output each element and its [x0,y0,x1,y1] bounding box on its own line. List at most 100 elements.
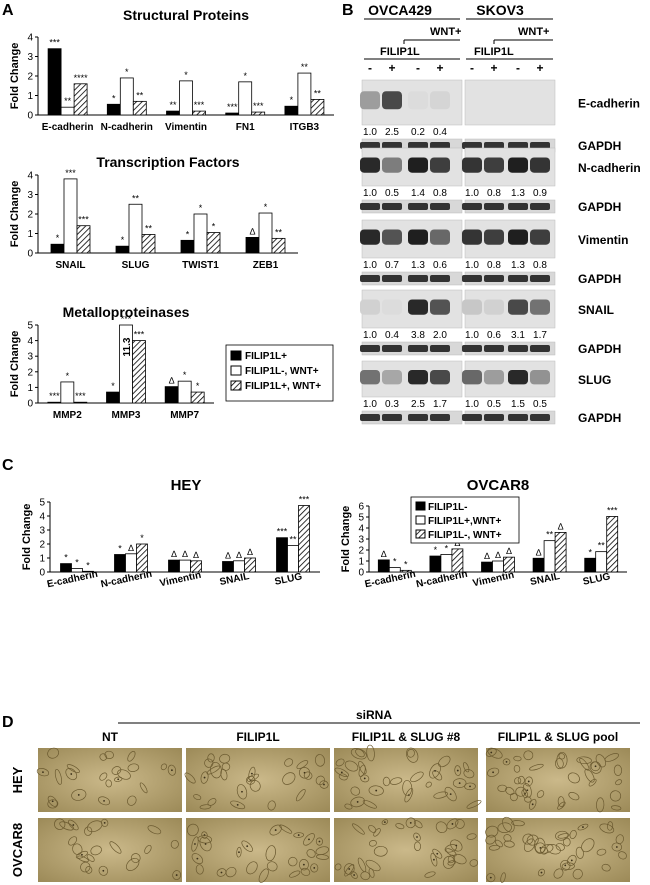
y-tick-label: 3 [27,352,33,363]
bar [73,401,88,404]
significance-mark: * [140,533,144,543]
legend-panel-a: FILIP1L+ FILIP1L-, WNT+ FILIP1L+, WNT+ [225,344,334,402]
cell-outline [615,779,623,786]
sirna-condition-label: NT [102,730,119,744]
significance-mark: **** [74,73,89,83]
cell-outline [405,817,416,829]
cell-nucleus [353,874,356,876]
loading-control-label: GAPDH [578,200,621,214]
cell-nucleus [246,845,249,848]
cell-outline [47,747,59,759]
cell-nucleus [570,859,573,862]
significance-mark: * [588,547,592,557]
significance-mark: * [404,559,408,569]
protein-band [484,157,504,173]
x-tick-label: FN1 [236,122,255,133]
gapdh-band [484,203,504,210]
cell-outline [315,775,325,786]
x-tick-label: SLUG [582,571,612,588]
cell-outline [204,758,214,768]
protein-band [360,370,380,385]
y-tick-label: 4 [27,336,33,347]
cell-outline [406,747,419,763]
cell-outline [236,846,242,858]
cell-outline [127,763,140,772]
gapdh-band [530,414,550,421]
cell-outline [447,860,456,866]
cell-outline [65,768,78,781]
cell-outline [315,846,330,855]
cell-outline [502,816,515,833]
cell-outline [445,848,457,857]
bar [106,103,121,116]
protein-band [530,229,550,245]
significance-mark: * [121,235,125,245]
significance-mark: ∆ [128,543,134,553]
cell-nucleus [220,871,223,874]
cell-outline [360,871,371,881]
cell-outline [279,824,293,834]
cell-nucleus [313,867,316,869]
cell-outline [464,782,476,791]
lane-sign: - [470,61,474,75]
protein-band [382,370,402,385]
cell-outline [344,803,353,810]
cell-outline [319,780,329,789]
cell-nucleus [436,852,439,855]
cell-line-row-label: OVCAR8 [10,823,25,877]
cell-nucleus [433,858,435,861]
x-tick-label: TWIST1 [182,260,219,271]
cell-outline [248,766,256,781]
cell-nucleus [505,760,508,763]
bar [440,554,453,573]
bar [284,105,299,116]
cell-nucleus [416,836,418,838]
y-tick-label: 0 [358,568,364,579]
cell-outline [306,849,316,858]
protein-band [462,157,482,173]
band-quantification: 0.8 [433,188,447,199]
significance-mark: *** [49,391,60,401]
cell-outline [611,842,623,852]
cell-nucleus [238,851,240,854]
y-axis-label: Fold Change [340,506,352,573]
lane-sign: + [536,61,543,75]
cell-outline [200,771,209,784]
protein-band [408,229,428,245]
gapdh-band [382,203,402,210]
cell-outline [515,786,527,797]
bar [595,551,608,573]
cell-nucleus [527,780,530,783]
significance-mark: *** [299,495,310,505]
bar [60,381,75,404]
protein-band [430,91,450,110]
cell-outline [463,762,470,773]
significance-mark: * [125,67,129,77]
bar [532,557,545,573]
micrograph-panel: siRNA NT FILIP1L FILIP1L & SLUG #8 FILIP1L … [10,708,640,883]
cell-outline [523,750,534,761]
protein-band [530,370,550,385]
significance-mark: ∆ [484,551,490,561]
bar [136,543,148,573]
legend-label-3: FILIP1L-, WNT+ [428,530,502,541]
cell-outline [576,756,592,765]
sirna-condition-label: FILIP1L & SLUG pool [498,730,618,744]
cell-outline [537,868,546,877]
significance-mark: ∆ [182,549,188,559]
cell-outline [425,781,432,788]
bar [141,234,156,254]
cell-nucleus [383,821,386,824]
cell-outline [316,854,329,860]
cell-outline [540,844,554,854]
protein-band [408,91,428,110]
significance-mark: *** [49,38,60,48]
cell-line-row-label: HEY [10,766,25,793]
cell-outline [75,850,88,859]
cell-outline [293,832,305,838]
gapdh-band [360,203,380,210]
cell-outline [534,842,546,854]
bar [206,232,221,254]
band-quantification: 1.4 [411,188,425,199]
x-tick-label: Vimentin [159,570,202,590]
